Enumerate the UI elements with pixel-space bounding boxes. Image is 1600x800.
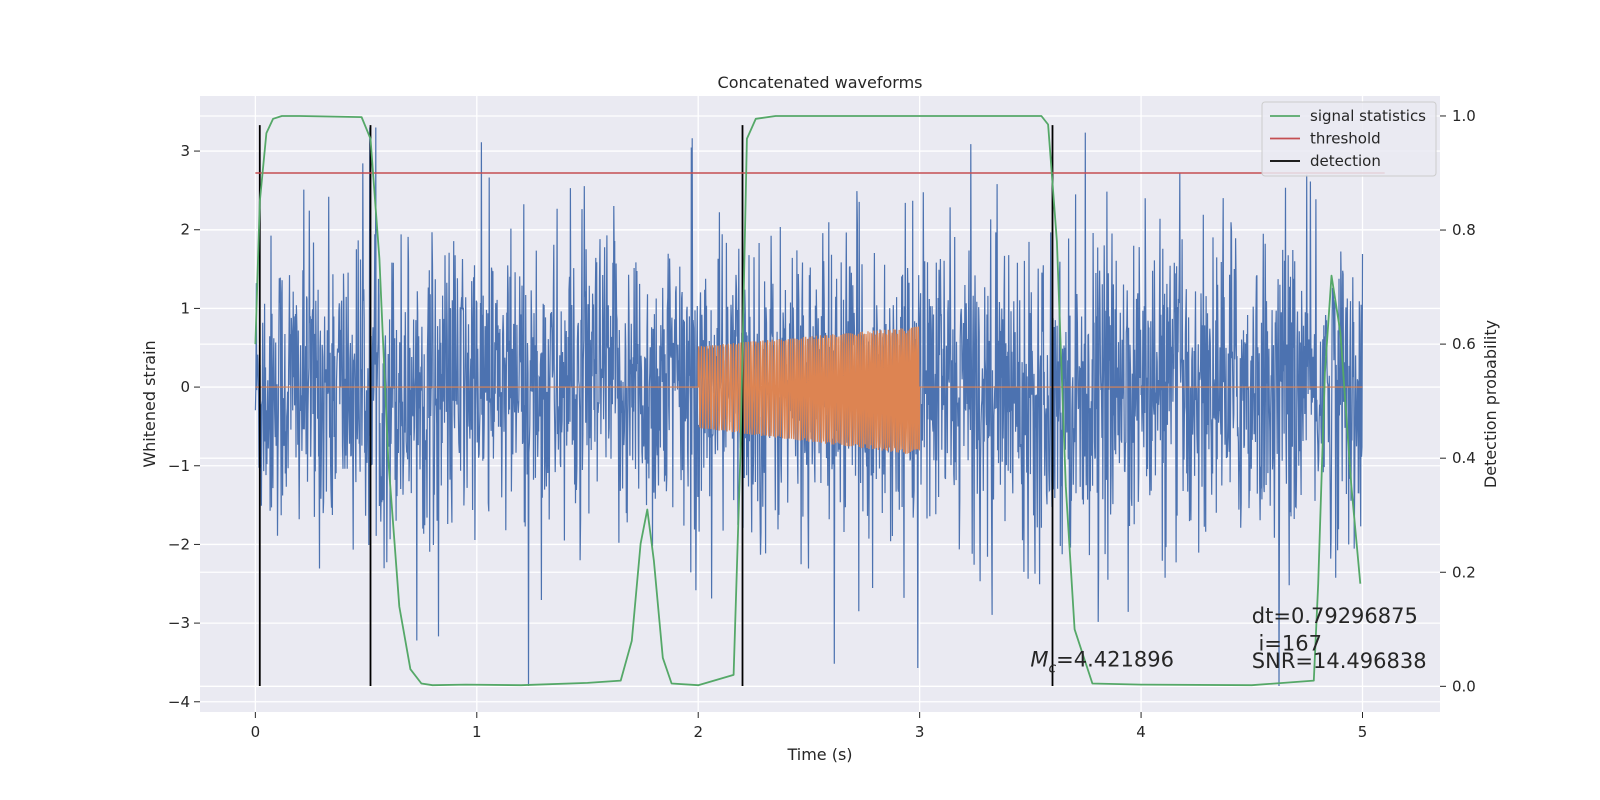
x-tick-label: 4 [1136, 723, 1146, 741]
y2-tick-label: 0.4 [1452, 449, 1476, 467]
y-tick-label: −3 [168, 614, 190, 632]
legend-label: threshold [1310, 130, 1381, 148]
x-tick-label: 2 [693, 723, 703, 741]
legend-label: detection [1310, 152, 1381, 170]
signal-statistics-series [254, 115, 1362, 687]
y2-tick-label: 0.8 [1452, 221, 1476, 239]
x-tick-label: 3 [915, 723, 925, 741]
y-tick-label: −4 [168, 693, 190, 711]
y2-tick-label: 1.0 [1452, 107, 1476, 125]
y-tick-label: 1 [180, 299, 190, 317]
axis-ticks: 0 1 2 3 4 5 −4 −3 −2 −1 0 1 2 3 0.0 0.2 0.4 0.6 0.8 1.0 [168, 107, 1476, 741]
y-tick-label: 0 [180, 378, 190, 396]
detection-lines [258, 125, 1054, 687]
y-axis-label: Whitened strain [140, 340, 159, 467]
chirp-line [255, 326, 1363, 454]
y2-tick-label: 0.2 [1452, 563, 1476, 581]
annotation-snr: SNR=14.496838 [1252, 649, 1427, 673]
chirp-series [255, 326, 1363, 454]
signal-statistics-line [254, 115, 1362, 687]
legend: signal statistics threshold detection [1261, 101, 1437, 177]
legend-box [1261, 101, 1437, 177]
y-tick-label: 3 [180, 142, 190, 160]
y2-axis-label: Detection probability [1481, 320, 1500, 488]
x-axis-label: Time (s) [786, 745, 852, 764]
y-tick-label: −1 [168, 457, 190, 475]
annotation-dt: dt=0.79296875 [1252, 604, 1418, 628]
y2-tick-label: 0.6 [1452, 335, 1476, 353]
annotation-i: i=167 [1252, 632, 1322, 656]
y-tick-label: −2 [168, 535, 190, 553]
legend-label: signal statistics [1310, 107, 1426, 125]
annotation-mc: Mc=4.421896 [1030, 647, 1174, 676]
x-tick-label: 0 [251, 723, 261, 741]
annotations: Mc=4.421896 dt=0.79296875 i=167SNR=14.496… [1030, 604, 1426, 676]
x-tick-label: 5 [1358, 723, 1368, 741]
y-tick-label: 2 [180, 221, 190, 239]
y2-tick-label: 0.0 [1452, 677, 1476, 695]
chart-title: Concatenated waveforms [718, 73, 923, 92]
x-tick-label: 1 [472, 723, 482, 741]
